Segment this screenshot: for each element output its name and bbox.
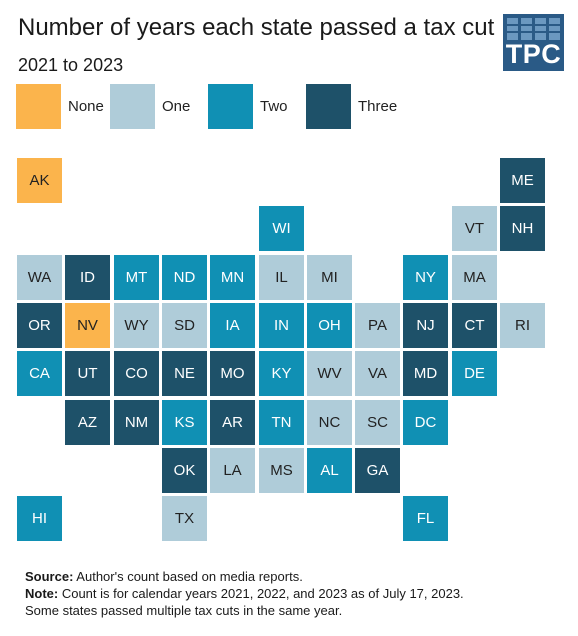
state-tile-pa: PA: [355, 303, 400, 348]
logo-bars-icon: [507, 18, 560, 40]
state-tile-me: ME: [500, 158, 545, 203]
state-tile-va: VA: [355, 351, 400, 396]
legend-label: One: [162, 98, 191, 115]
state-tile-il: IL: [259, 255, 304, 300]
state-tile-az: AZ: [65, 400, 110, 445]
state-tile-ne: NE: [162, 351, 207, 396]
state-tile-co: CO: [114, 351, 159, 396]
source-line: Source: Author's count based on media re…: [25, 568, 570, 585]
legend-swatch: [16, 84, 61, 129]
state-tile-ct: CT: [452, 303, 497, 348]
state-tile-al: AL: [307, 448, 352, 493]
state-tile-nh: NH: [500, 206, 545, 251]
state-tile-nd: ND: [162, 255, 207, 300]
source-label: Source:: [25, 569, 74, 584]
state-tile-ok: OK: [162, 448, 207, 493]
state-tile-fl: FL: [403, 496, 448, 541]
state-tile-ks: KS: [162, 400, 207, 445]
state-tile-ny: NY: [403, 255, 448, 300]
state-tile-de: DE: [452, 351, 497, 396]
note-line-2: Some states passed multiple tax cuts in …: [25, 603, 343, 618]
state-tile-or: OR: [17, 303, 62, 348]
state-tile-md: MD: [403, 351, 448, 396]
legend-swatch: [208, 84, 253, 129]
state-tile-sd: SD: [162, 303, 207, 348]
state-tile-wi: WI: [259, 206, 304, 251]
state-tile-mo: MO: [210, 351, 255, 396]
state-tile-mi: MI: [307, 255, 352, 300]
legend-label: Three: [358, 98, 398, 115]
state-tile-ca: CA: [17, 351, 62, 396]
state-tile-nm: NM: [114, 400, 159, 445]
state-tile-wa: WA: [17, 255, 62, 300]
state-tile-vt: VT: [452, 206, 497, 251]
state-tile-la: LA: [210, 448, 255, 493]
legend-label: None: [68, 98, 104, 115]
footnotes: Source: Author's count based on media re…: [25, 568, 570, 619]
legend-swatch: [110, 84, 155, 129]
state-tile-sc: SC: [355, 400, 400, 445]
state-tile-ga: GA: [355, 448, 400, 493]
state-tile-ia: IA: [210, 303, 255, 348]
legend: None One Two Three: [16, 84, 576, 129]
note-label: Note:: [25, 586, 59, 601]
tpc-logo: TPC: [503, 14, 564, 71]
logo-text: TPC: [505, 39, 562, 69]
state-tile-ms: MS: [259, 448, 304, 493]
state-tile-ar: AR: [210, 400, 255, 445]
state-tile-id: ID: [65, 255, 110, 300]
state-tile-hi: HI: [17, 496, 62, 541]
note-text: Count is for calendar years 2021, 2022, …: [58, 586, 464, 601]
legend-swatch: [306, 84, 351, 129]
note-line: Note: Count is for calendar years 2021, …: [25, 585, 570, 602]
state-tile-wy: WY: [114, 303, 159, 348]
state-tile-ut: UT: [65, 351, 110, 396]
source-text: Author's count based on media reports.: [73, 569, 303, 584]
state-tile-nv: NV: [65, 303, 110, 348]
state-tile-ak: AK: [17, 158, 62, 203]
state-tile-mt: MT: [114, 255, 159, 300]
state-tile-mn: MN: [210, 255, 255, 300]
legend-label: Two: [260, 98, 288, 115]
state-tile-in: IN: [259, 303, 304, 348]
state-tile-dc: DC: [403, 400, 448, 445]
state-tile-ma: MA: [452, 255, 497, 300]
chart-subtitle: 2021 to 2023: [18, 55, 124, 75]
chart-title: Number of years each state passed a tax …: [18, 14, 495, 41]
state-tile-nc: NC: [307, 400, 352, 445]
state-tile-ri: RI: [500, 303, 545, 348]
state-tile-tx: TX: [162, 496, 207, 541]
state-tile-oh: OH: [307, 303, 352, 348]
state-tile-nj: NJ: [403, 303, 448, 348]
state-tile-ky: KY: [259, 351, 304, 396]
state-tile-tn: TN: [259, 400, 304, 445]
state-tile-wv: WV: [307, 351, 352, 396]
